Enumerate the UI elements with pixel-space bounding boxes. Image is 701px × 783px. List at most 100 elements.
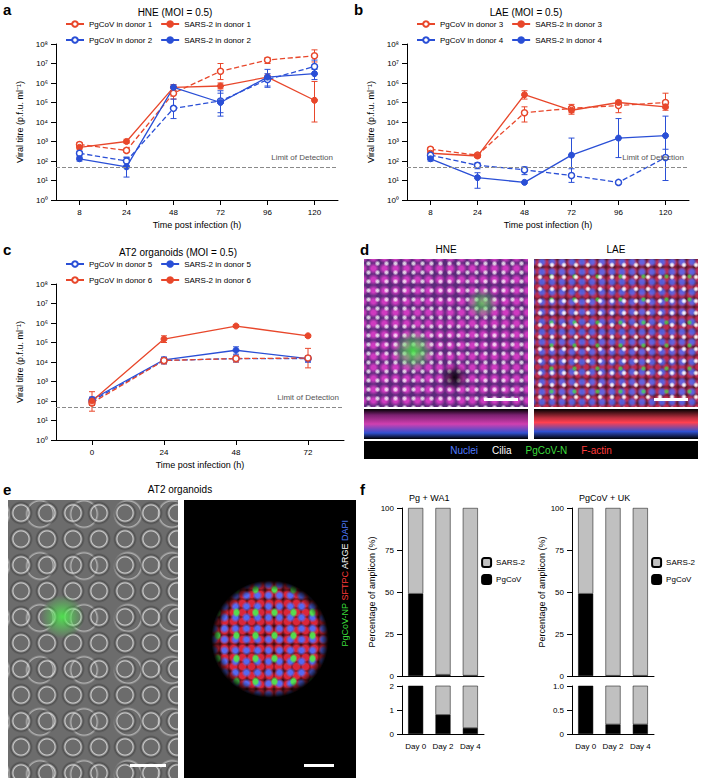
- svg-text:24: 24: [473, 208, 482, 217]
- svg-text:10⁸: 10⁸: [387, 40, 399, 49]
- svg-text:Limit of Detection: Limit of Detection: [622, 153, 684, 162]
- svg-text:10⁴: 10⁴: [36, 118, 49, 127]
- svg-text:72: 72: [567, 208, 576, 217]
- svg-text:0.5: 0.5: [553, 706, 565, 715]
- svg-text:10⁶: 10⁶: [36, 79, 48, 88]
- svg-text:10⁰: 10⁰: [36, 196, 48, 205]
- svg-text:10⁴: 10⁴: [387, 118, 400, 127]
- svg-text:48: 48: [169, 208, 178, 217]
- svg-text:10⁶: 10⁶: [387, 79, 399, 88]
- svg-text:1.0: 1.0: [553, 682, 565, 691]
- svg-text:Day 4: Day 4: [460, 742, 481, 751]
- svg-text:PgCoV in donor 5: PgCoV in donor 5: [89, 260, 153, 269]
- svg-text:PgCoV in donor 1: PgCoV in donor 1: [89, 20, 153, 29]
- svg-text:2: 2: [390, 682, 395, 691]
- svg-text:100: 100: [551, 504, 565, 513]
- svg-text:Percentage of amplicon (%): Percentage of amplicon (%): [537, 536, 547, 647]
- svg-text:HNE (MOI = 0.5): HNE (MOI = 0.5): [138, 7, 213, 18]
- svg-text:PgCoV + UK: PgCoV + UK: [579, 493, 630, 503]
- svg-text:10⁰: 10⁰: [387, 196, 399, 205]
- svg-text:0: 0: [560, 672, 565, 681]
- svg-text:10⁰: 10⁰: [36, 436, 48, 445]
- svg-text:10⁷: 10⁷: [36, 299, 48, 308]
- svg-text:SARS-2: SARS-2: [496, 558, 525, 567]
- svg-text:50: 50: [555, 588, 564, 597]
- svg-text:10⁸: 10⁸: [36, 280, 48, 289]
- html-text:PgCoV-N: PgCoV-N: [525, 444, 568, 456]
- svg-text:Limit of Detection: Limit of Detection: [277, 393, 339, 402]
- svg-text:96: 96: [263, 208, 272, 217]
- svg-text:PgCoV: PgCoV: [496, 575, 522, 584]
- svg-text:Viral titre (p.f.u. ml⁻¹): Viral titre (p.f.u. ml⁻¹): [15, 321, 25, 403]
- svg-text:0: 0: [390, 730, 395, 739]
- svg-text:Day 4: Day 4: [630, 742, 651, 751]
- svg-text:10¹: 10¹: [387, 176, 399, 185]
- svg-text:PgCoV in donor 3: PgCoV in donor 3: [440, 20, 504, 29]
- svg-text:Time post infection (h): Time post infection (h): [504, 220, 593, 230]
- svg-text:SARS-2 in donor 3: SARS-2 in donor 3: [535, 20, 602, 29]
- svg-text:PgCoV in donor 2: PgCoV in donor 2: [89, 36, 153, 45]
- svg-text:10⁸: 10⁸: [36, 40, 48, 49]
- svg-text:10³: 10³: [36, 377, 48, 386]
- svg-text:AT2 organoids (MOI = 0.5): AT2 organoids (MOI = 0.5): [119, 247, 237, 258]
- svg-text:0: 0: [560, 730, 565, 739]
- svg-text:48: 48: [232, 448, 241, 457]
- svg-text:1: 1: [390, 706, 395, 715]
- svg-text:10³: 10³: [387, 137, 399, 146]
- svg-text:Day 0: Day 0: [575, 742, 596, 751]
- svg-text:8: 8: [77, 208, 82, 217]
- svg-text:24: 24: [160, 448, 169, 457]
- svg-text:PgCoV in donor 4: PgCoV in donor 4: [440, 36, 504, 45]
- svg-text:10⁵: 10⁵: [36, 338, 48, 347]
- svg-text:24: 24: [122, 208, 131, 217]
- svg-text:PgCoV: PgCoV: [666, 575, 692, 584]
- svg-text:Viral titre (p.f.u. ml⁻¹): Viral titre (p.f.u. ml⁻¹): [15, 81, 25, 163]
- svg-text:96: 96: [614, 208, 623, 217]
- svg-text:10⁶: 10⁶: [36, 319, 48, 328]
- svg-text:120: 120: [308, 208, 322, 217]
- svg-text:Time post infection (h): Time post infection (h): [156, 460, 245, 470]
- svg-text:10²: 10²: [387, 157, 399, 166]
- svg-text:72: 72: [304, 448, 313, 457]
- svg-text:SARS-2 in donor 4: SARS-2 in donor 4: [535, 36, 602, 45]
- svg-text:Day 2: Day 2: [433, 742, 454, 751]
- svg-text:SARS-2 in donor 6: SARS-2 in donor 6: [184, 276, 251, 285]
- svg-text:120: 120: [659, 208, 673, 217]
- svg-text:8: 8: [428, 208, 433, 217]
- svg-text:Pg + WA1: Pg + WA1: [409, 493, 449, 503]
- svg-text:0: 0: [90, 448, 95, 457]
- svg-text:LAE (MOI = 0.5): LAE (MOI = 0.5): [490, 7, 563, 18]
- svg-text:10³: 10³: [36, 137, 48, 146]
- svg-text:SARS-2 in donor 5: SARS-2 in donor 5: [184, 260, 251, 269]
- svg-text:72: 72: [216, 208, 225, 217]
- svg-text:48: 48: [520, 208, 529, 217]
- svg-text:10¹: 10¹: [36, 416, 48, 425]
- svg-text:Viral titre (p.f.u. ml⁻¹): Viral titre (p.f.u. ml⁻¹): [366, 81, 376, 163]
- svg-text:10⁴: 10⁴: [36, 358, 49, 367]
- svg-text:10²: 10²: [36, 397, 48, 406]
- svg-text:10⁵: 10⁵: [387, 98, 399, 107]
- svg-text:Day 2: Day 2: [603, 742, 624, 751]
- svg-text:Limit of Detection: Limit of Detection: [271, 153, 333, 162]
- svg-text:10⁷: 10⁷: [36, 59, 48, 68]
- svg-text:0: 0: [390, 672, 395, 681]
- svg-text:SARS-2: SARS-2: [666, 558, 695, 567]
- svg-text:Time post infection (h): Time post infection (h): [153, 220, 242, 230]
- svg-text:10⁵: 10⁵: [36, 98, 48, 107]
- svg-text:100: 100: [381, 504, 395, 513]
- svg-text:Percentage of amplicon (%): Percentage of amplicon (%): [367, 536, 377, 647]
- svg-text:50: 50: [385, 588, 394, 597]
- svg-text:75: 75: [555, 546, 564, 555]
- svg-text:75: 75: [385, 546, 394, 555]
- svg-text:PgCoV in donor 6: PgCoV in donor 6: [89, 276, 153, 285]
- svg-text:25: 25: [385, 630, 394, 639]
- svg-text:SARS-2 in donor 1: SARS-2 in donor 1: [184, 20, 251, 29]
- svg-text:10⁷: 10⁷: [387, 59, 399, 68]
- svg-text:Day 0: Day 0: [405, 742, 426, 751]
- html-text:Cilia: Cilia: [492, 444, 512, 456]
- html-text:Nuclei: Nuclei: [450, 444, 478, 456]
- svg-text:25: 25: [555, 630, 564, 639]
- svg-text:10²: 10²: [36, 157, 48, 166]
- svg-text:10¹: 10¹: [36, 176, 48, 185]
- svg-text:SARS-2 in donor 2: SARS-2 in donor 2: [184, 36, 251, 45]
